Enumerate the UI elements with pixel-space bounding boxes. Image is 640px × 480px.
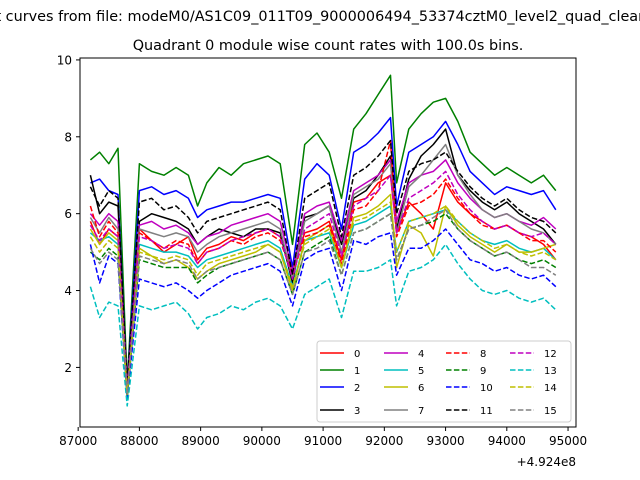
x-tick-label: 93000 (426, 434, 464, 448)
series-layer (89, 74, 557, 407)
series-line-4 (89, 159, 557, 392)
axes-frame (79, 57, 577, 428)
x-tick-label: 90000 (243, 434, 281, 448)
legend-label-15: 15 (544, 406, 557, 417)
legend-label-7: 7 (418, 406, 424, 417)
legend-label-0: 0 (354, 349, 360, 360)
series-line-0 (89, 174, 557, 392)
series-line-7 (89, 143, 557, 392)
legend-label-13: 13 (544, 366, 557, 377)
series-line-12 (89, 170, 557, 392)
x-tick-label: 88000 (120, 434, 158, 448)
legend-label-6: 6 (418, 383, 424, 394)
x-tick-label: 92000 (365, 434, 403, 448)
y-tick-label: 8 (64, 130, 72, 144)
legend-label-2: 2 (354, 383, 360, 394)
figure-suptitle: Light curves from file: modeM0/AS1C09_01… (0, 9, 640, 25)
series-line-9 (89, 212, 557, 399)
y-axis: 2 4 6 8 10 (57, 53, 80, 375)
series-line-14 (89, 201, 557, 396)
series-line-13 (89, 243, 557, 407)
legend-label-5: 5 (418, 366, 424, 377)
legend-label-14: 14 (544, 383, 557, 394)
chart-title: Quadrant 0 module wise count rates with … (133, 38, 524, 54)
legend-label-12: 12 (544, 349, 557, 360)
y-tick-label: 10 (57, 53, 72, 67)
x-tick-label: 87000 (59, 434, 97, 448)
legend-label-9: 9 (480, 366, 486, 377)
series-line-1 (89, 74, 557, 384)
x-tick-label: 94000 (488, 434, 526, 448)
legend-label-10: 10 (480, 383, 493, 394)
series-line-10 (89, 228, 557, 399)
x-tick-label: 89000 (182, 434, 220, 448)
legend-box (316, 340, 572, 423)
legend-label-1: 1 (354, 366, 360, 377)
legend-label-4: 4 (418, 349, 424, 360)
y-tick-label: 6 (64, 207, 72, 221)
x-axis: 87000 88000 89000 90000 91000 92000 93000 94000… (59, 427, 587, 448)
series-line-11 (89, 139, 557, 388)
series-line-2 (90, 116, 557, 388)
y-tick-label: 4 (64, 284, 72, 298)
x-tick-label: 91000 (304, 434, 342, 448)
y-tick-label: 2 (64, 361, 72, 375)
series-line-15 (89, 209, 557, 396)
legend-label-8: 8 (480, 349, 486, 360)
x-tick-label: 95000 (549, 434, 587, 448)
legend-label-3: 3 (354, 406, 360, 417)
x-offset-label: +4.924e8 (517, 455, 576, 469)
legend-label-11: 11 (480, 406, 493, 417)
